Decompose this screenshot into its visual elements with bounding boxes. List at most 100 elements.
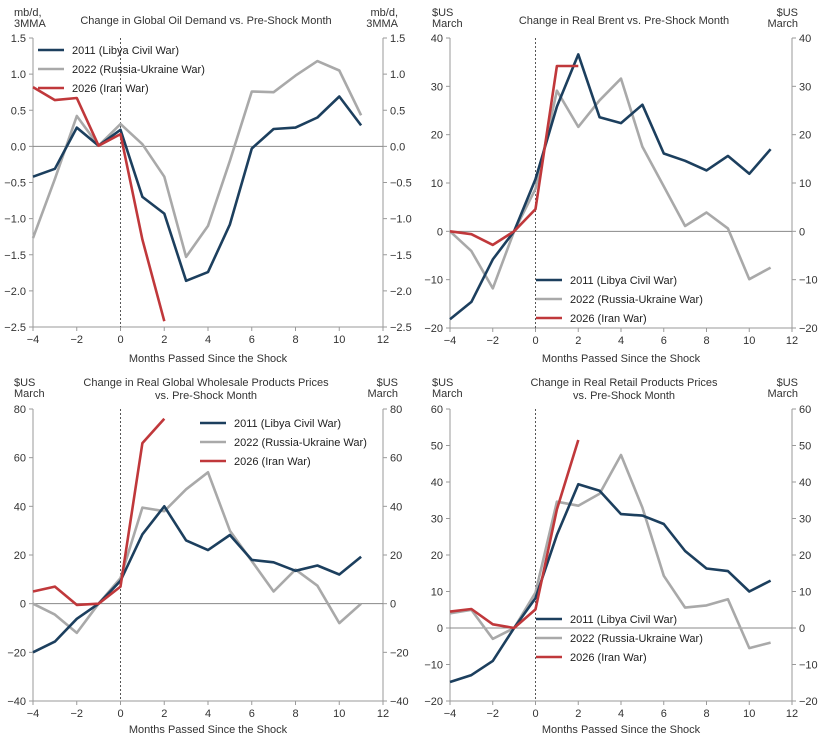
y-tick-label-right: 40: [799, 33, 811, 45]
y-unit-right: March: [767, 18, 798, 30]
legend-label: 2022 (Russia-Ukraine War): [570, 294, 703, 306]
series-line-s2011: [32, 505, 362, 654]
chart-title: vs. Pre-Shock Month: [155, 390, 257, 402]
y-tick-label-left: 40: [431, 33, 443, 45]
y-tick-label-right: −20: [799, 696, 818, 708]
y-tick-label-left: 0: [20, 599, 26, 611]
y-tick-label-left: 0: [437, 226, 443, 238]
y-tick-label-right: −10: [799, 275, 818, 287]
y-tick-label-left: −20: [424, 696, 443, 708]
legend-label: 2026 (Iran War): [72, 83, 149, 95]
x-tick-label: 10: [333, 708, 345, 720]
y-unit-left: March: [432, 388, 463, 400]
y-tick-label-left: 20: [431, 130, 443, 142]
y-tick-label-right: −1.5: [390, 250, 412, 262]
y-tick-label-right: −1.0: [390, 214, 412, 226]
series-line-s2022: [32, 471, 362, 635]
panel-global-oil-demand: Change in Global Oil Demand vs. Pre-Shoc…: [4, 7, 412, 365]
x-tick-label: 12: [786, 708, 798, 720]
series-line-s2026: [449, 64, 579, 247]
x-tick-label: 0: [117, 708, 123, 720]
y-tick-label-left: −40: [7, 696, 26, 708]
chart-title: Change in Real Brent vs. Pre-Shock Month: [519, 15, 729, 27]
y-tick-label-right: 20: [390, 550, 402, 562]
panel-retail-products-prices: Change in Real Retail Products Pricesvs.…: [424, 377, 818, 736]
x-tick-label: −2: [70, 334, 83, 346]
x-axis-label: Months Passed Since the Shock: [129, 353, 288, 365]
x-tick-label: 4: [618, 708, 624, 720]
panel-real-brent: Change in Real Brent vs. Pre-Shock Month…: [424, 7, 818, 365]
series-line-s2022: [449, 77, 772, 290]
chart-title: vs. Pre-Shock Month: [573, 390, 675, 402]
y-tick-label-left: 20: [14, 550, 26, 562]
y-tick-label-right: 0: [799, 623, 805, 635]
y-tick-label-left: 10: [431, 178, 443, 190]
x-tick-label: 8: [292, 708, 298, 720]
x-tick-label: −2: [486, 708, 499, 720]
series-line-s2022: [31, 59, 363, 259]
y-tick-label-left: 60: [14, 453, 26, 465]
y-tick-label-left: 20: [431, 550, 443, 562]
x-tick-label: 2: [575, 335, 581, 347]
y-tick-label-left: −10: [424, 660, 443, 672]
y-unit-right: 3MMA: [366, 18, 398, 30]
y-tick-label-right: 60: [799, 404, 811, 416]
y-unit-left: March: [14, 388, 45, 400]
x-tick-label: 10: [743, 708, 755, 720]
series-line-s2026: [449, 439, 580, 630]
legend-label: 2026 (Iran War): [570, 313, 647, 325]
x-tick-label: 4: [205, 708, 211, 720]
y-unit-right: $US: [777, 377, 798, 389]
legend-label: 2022 (Russia-Ukraine War): [72, 64, 205, 76]
y-tick-label-right: −20: [390, 647, 409, 659]
series-line-s2026: [32, 417, 166, 607]
y-tick-label-left: −0.5: [4, 178, 26, 190]
y-tick-label-left: 0: [437, 623, 443, 635]
legend-label: 2011 (Libya Civil War): [570, 614, 677, 626]
y-unit-left: mb/d,: [14, 7, 42, 19]
y-unit-left: $US: [432, 377, 453, 389]
x-tick-label: 0: [117, 334, 123, 346]
y-tick-label-right: 50: [799, 441, 811, 453]
y-tick-label-left: −1.5: [4, 250, 26, 262]
y-tick-label-left: 0.5: [11, 105, 26, 117]
legend-label: 2022 (Russia-Ukraine War): [570, 633, 703, 645]
x-tick-label: 6: [249, 334, 255, 346]
y-tick-label-left: −2.0: [4, 286, 26, 298]
y-unit-left: $US: [14, 377, 35, 389]
y-tick-label-left: 10: [431, 587, 443, 599]
y-tick-label-right: 1.0: [390, 69, 405, 81]
y-tick-label-left: −20: [424, 323, 443, 335]
y-tick-label-right: −2.0: [390, 286, 412, 298]
y-tick-label-left: −1.0: [4, 214, 26, 226]
series-line-s2022: [449, 453, 771, 650]
y-unit-right: mb/d,: [370, 7, 398, 19]
y-unit-right: $US: [377, 377, 398, 389]
y-unit-right: $US: [777, 7, 798, 19]
y-tick-label-left: −2.5: [4, 322, 26, 334]
x-tick-label: −4: [444, 708, 457, 720]
y-tick-label-left: 0.0: [11, 141, 26, 153]
y-tick-label-right: 30: [799, 81, 811, 93]
x-tick-label: 8: [292, 334, 298, 346]
x-tick-label: 6: [661, 335, 667, 347]
y-tick-label-right: 0: [799, 226, 805, 238]
y-unit-left: 3MMA: [14, 18, 46, 30]
x-tick-label: 2: [161, 334, 167, 346]
y-unit-right: March: [767, 388, 798, 400]
y-tick-label-right: 10: [799, 587, 811, 599]
x-tick-label: 10: [743, 335, 755, 347]
y-tick-label-right: 30: [799, 514, 811, 526]
x-tick-label: 2: [161, 708, 167, 720]
x-tick-label: 6: [661, 708, 667, 720]
x-axis-label: Months Passed Since the Shock: [542, 353, 701, 365]
x-tick-label: 6: [249, 708, 255, 720]
x-tick-label: 4: [618, 335, 624, 347]
x-tick-label: 4: [205, 334, 211, 346]
y-tick-label-left: 1.5: [11, 33, 26, 45]
y-tick-label-right: 60: [390, 453, 402, 465]
legend-label: 2011 (Libya Civil War): [234, 418, 341, 430]
y-tick-label-right: 1.5: [390, 33, 405, 45]
y-tick-label-left: 40: [14, 501, 26, 513]
